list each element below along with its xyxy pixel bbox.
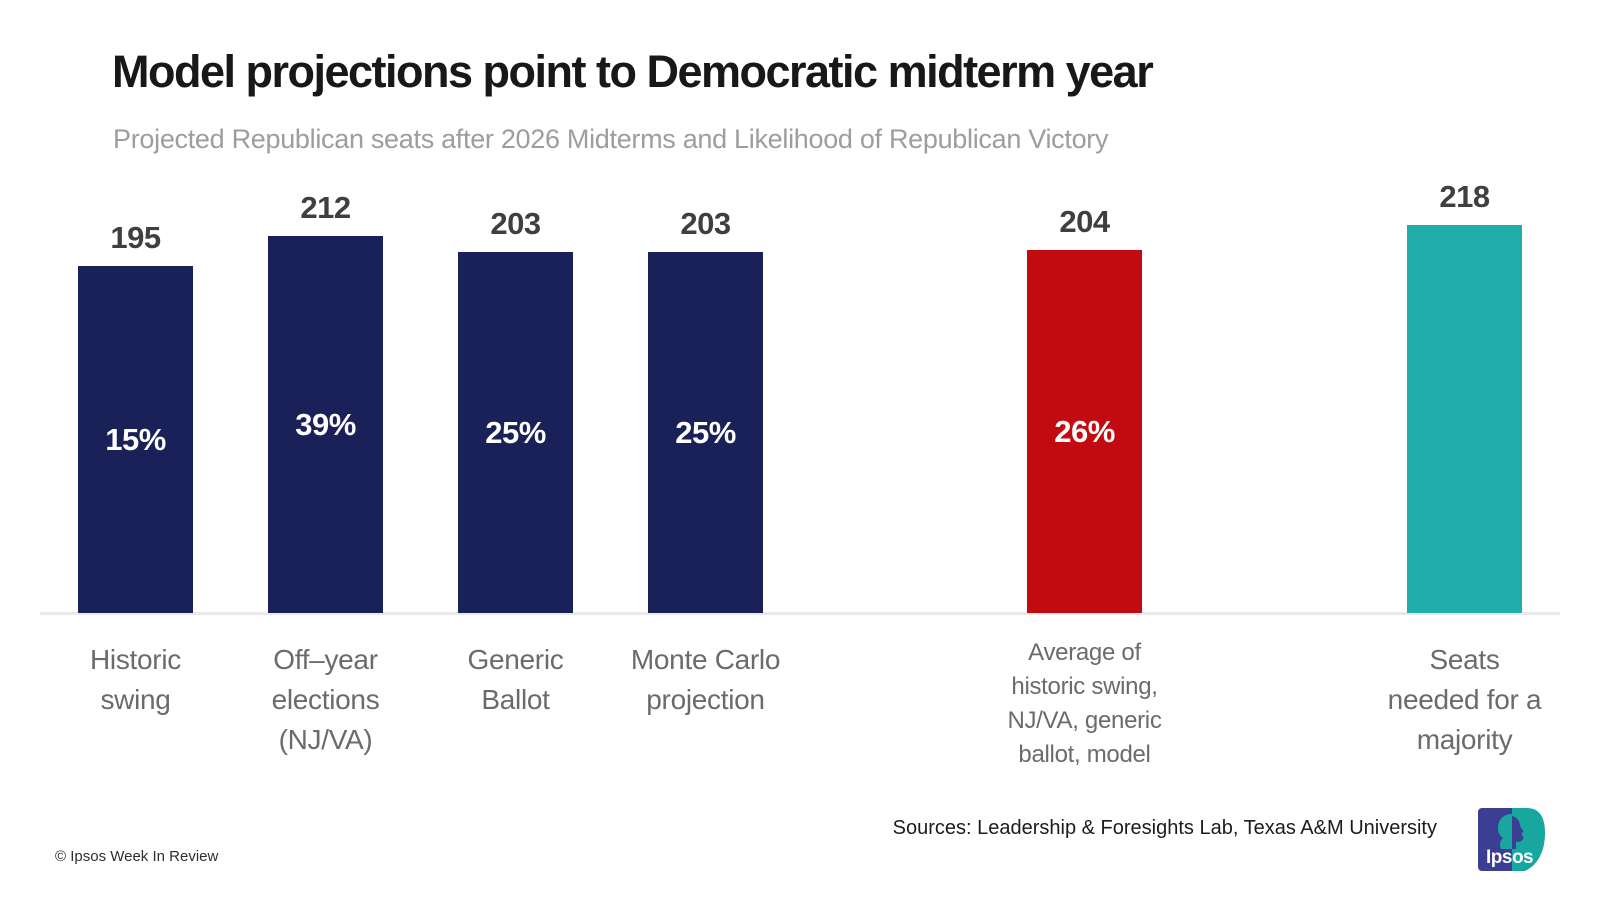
logo-wordmark: Ipsos <box>1486 847 1533 868</box>
bar-category-label-historic-swing: Historic swing <box>90 644 181 715</box>
bar-average-of-historic-swing-nj-va-generic-ballot-model: 26% <box>1027 250 1142 613</box>
bar-seats-needed-for-a-majority <box>1407 225 1522 613</box>
bar-category-label-off-year-elections-nj-va: Off–year elections (NJ/VA) <box>271 644 380 755</box>
bar-value-label-off-year-elections-nj-va: 212 <box>300 190 351 225</box>
bar-pct-label-historic-swing: 15% <box>105 421 166 457</box>
bar-pct-label-average-of-historic-swing-nj-va-generic-ballot-model: 26% <box>1054 413 1115 449</box>
logo-hair-silhouette <box>1498 814 1512 849</box>
x-axis-baseline <box>40 612 1560 615</box>
page-title: Model projections point to Democratic mi… <box>112 46 1154 97</box>
logo-face-silhouette <box>1512 816 1524 849</box>
bar-pct-label-off-year-elections-nj-va: 39% <box>295 406 356 442</box>
bar-off-year-elections-nj-va: 39% <box>268 236 383 613</box>
bar-monte-carlo-projection: 25% <box>648 252 763 613</box>
copyright-note: © Ipsos Week In Review <box>55 848 219 865</box>
bar-historic-swing: 15% <box>78 266 193 613</box>
bar-generic-ballot: 25% <box>458 252 573 613</box>
chart-subtitle: Projected Republican seats after 2026 Mi… <box>113 124 1109 154</box>
ipsos-logo: Ipsos <box>1478 808 1545 871</box>
bar-value-label-average-of-historic-swing-nj-va-generic-ballot-model: 204 <box>1059 204 1110 239</box>
bar-value-label-historic-swing: 195 <box>110 220 161 255</box>
bar-value-label-seats-needed-for-a-majority: 218 <box>1439 179 1490 214</box>
bar-pct-label-monte-carlo-projection: 25% <box>675 414 736 450</box>
bar-category-label-average-of-historic-swing-nj-va-generic-ballot-model: Average of historic swing, NJ/VA, generi… <box>1007 639 1162 768</box>
bar-pct-label-generic-ballot: 25% <box>485 414 546 450</box>
bar-category-label-monte-carlo-projection: Monte Carlo projection <box>630 644 781 715</box>
sources-note: Sources: Leadership & Foresights Lab, Te… <box>892 817 1437 839</box>
bar-value-label-generic-ballot: 203 <box>490 206 541 241</box>
bar-value-label-monte-carlo-projection: 203 <box>680 206 731 241</box>
bar-category-label-seats-needed-for-a-majority: Seats needed for a majority <box>1387 644 1542 755</box>
bar-category-label-generic-ballot: Generic Ballot <box>467 644 564 715</box>
